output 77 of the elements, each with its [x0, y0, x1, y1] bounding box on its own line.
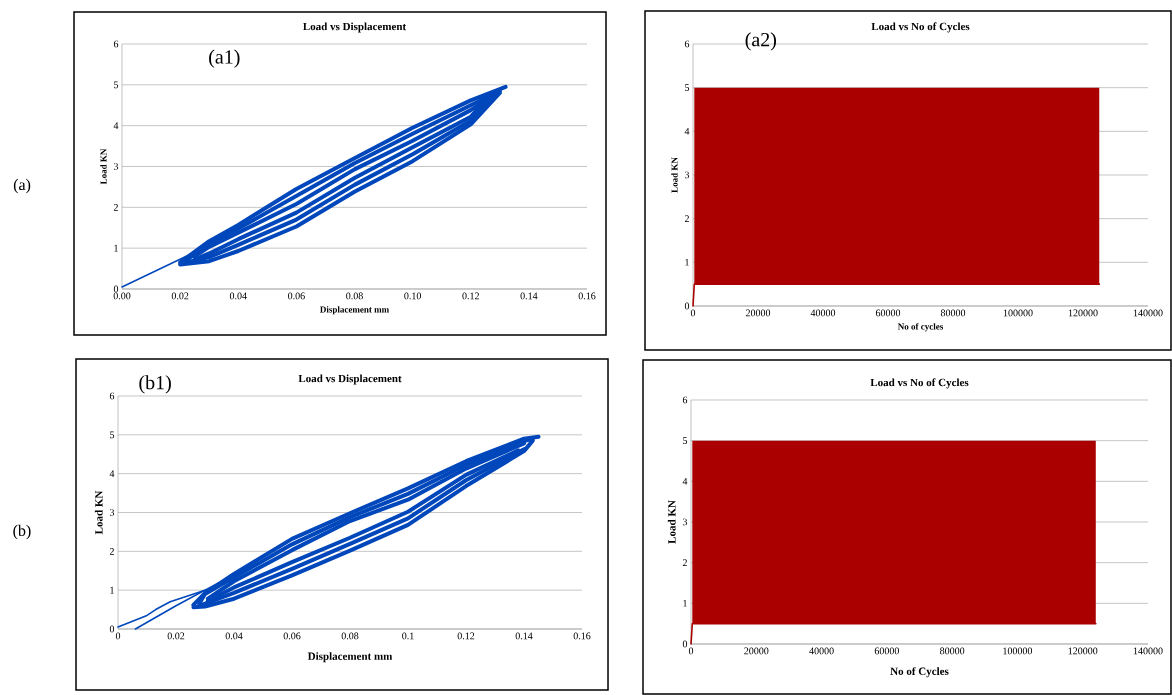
- x-tick-label: 0.00: [113, 292, 131, 300]
- y-axis-title: Load KN: [667, 500, 676, 544]
- annotation: (a1): [209, 49, 240, 68]
- y-tick-label: 0: [113, 285, 119, 293]
- y-tick-label: 4: [109, 470, 115, 477]
- chart-title: Load vs Displacement: [298, 374, 402, 385]
- y-tick-label: 6: [684, 40, 690, 48]
- x-tick-label: 0.12: [457, 632, 475, 640]
- y-axis-title: Load KN: [671, 157, 678, 193]
- text: (b1): [139, 375, 171, 394]
- x-tick-label: 0.06: [288, 292, 305, 300]
- y-tick-label: 1: [683, 600, 687, 607]
- x-tick-label: 0.16: [578, 292, 596, 300]
- y-tick-label: 4: [682, 478, 688, 485]
- y-tick-label: 2: [682, 559, 687, 566]
- chart-title: Load vs Displacement: [303, 22, 407, 33]
- y-tick-label: 1: [114, 244, 118, 252]
- x-tick-label: 40000: [809, 647, 834, 655]
- annotation: (a2): [745, 32, 777, 51]
- y-tick-label: 1: [685, 259, 689, 266]
- x-tick-label: 60000: [874, 647, 899, 655]
- x-tick-label: 0.02: [171, 292, 189, 300]
- x-tick-label: 100000: [1003, 647, 1033, 655]
- y-tick-label: 2: [109, 548, 114, 555]
- x-tick-label: 0: [690, 309, 696, 317]
- y-tick-label: 3: [109, 509, 115, 516]
- text: (b): [13, 524, 31, 540]
- x-axis-title: Displacement mm: [307, 652, 393, 663]
- y-tick-label: 0: [684, 302, 690, 310]
- y-tick-label: 3: [684, 171, 690, 179]
- x-tick-label: 120000: [1068, 647, 1098, 655]
- x-tick-label: 0.08: [346, 292, 363, 300]
- y-axis-title: Load KN: [100, 148, 107, 185]
- x-tick-label: 140000: [1133, 647, 1163, 655]
- y-tick-label: 5: [110, 431, 115, 439]
- x-tick-label: 20000: [745, 309, 771, 317]
- x-tick-label: 140000: [1133, 309, 1163, 317]
- y-tick-label: 4: [684, 128, 690, 135]
- x-tick-label: 0.08: [341, 632, 359, 640]
- x-tick-label: 0.14: [520, 292, 538, 300]
- x-tick-label: 80000: [940, 647, 965, 655]
- x-tick-label: 40000: [810, 309, 836, 317]
- y-tick-label: 2: [684, 215, 689, 222]
- y-tick-label: 5: [114, 81, 119, 89]
- x-tick-label: 0.14: [515, 632, 533, 640]
- y-tick-label: 6: [113, 40, 119, 48]
- y-tick-label: 2: [113, 204, 118, 211]
- y-tick-label: 1: [110, 586, 114, 594]
- y-tick-label: 3: [113, 163, 119, 170]
- x-axis-title: Displacement mm: [320, 306, 389, 315]
- chart-title: Load vs No of Cycles: [871, 22, 970, 33]
- x-tick-label: 0.12: [462, 292, 479, 300]
- y-tick-label: 6: [109, 392, 115, 400]
- chart-title: Load vs No of Cycles: [870, 378, 969, 389]
- x-tick-label: 20000: [744, 647, 769, 655]
- x-tick-label: 80000: [940, 309, 966, 317]
- x-tick-label: 120000: [1068, 309, 1098, 317]
- y-tick-label: 0: [109, 625, 115, 633]
- text: (a): [13, 178, 31, 194]
- y-tick-label: 3: [682, 518, 688, 526]
- y-tick-label: 4: [113, 122, 119, 129]
- x-tick-label: 100000: [1003, 309, 1033, 317]
- x-axis-title: No of cycles: [897, 323, 944, 332]
- x-tick-label: 0.16: [573, 632, 591, 640]
- x-axis-title: No of Cycles: [890, 667, 949, 678]
- y-tick-label: 6: [682, 396, 688, 404]
- x-tick-label: 60000: [875, 309, 901, 317]
- x-tick-label: 0.04: [225, 632, 243, 640]
- y-tick-label: 5: [683, 437, 688, 444]
- y-axis-title: Load KN: [94, 490, 103, 535]
- y-tick-label: 0: [682, 640, 688, 648]
- y-tick-label: 5: [685, 84, 690, 91]
- x-tick-label: 0.10: [404, 292, 422, 300]
- x-tick-label: 0.06: [283, 632, 301, 640]
- x-tick-label: 0.1: [402, 632, 414, 640]
- x-tick-label: 0.02: [167, 632, 185, 640]
- x-tick-label: 0.04: [229, 292, 247, 300]
